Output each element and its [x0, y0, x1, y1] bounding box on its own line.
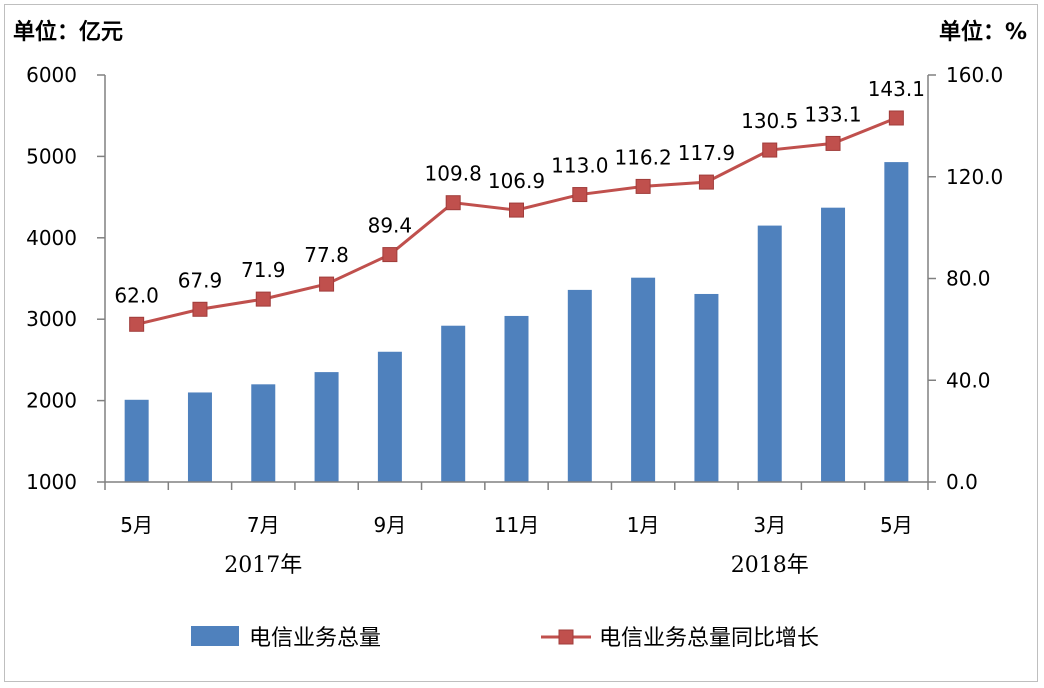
line-marker	[825, 135, 841, 151]
combo-chart: 单位：亿元 单位：% 1000 2000 3000 4000 5000 6000 0.0 40…	[13, 19, 1027, 651]
bar	[124, 399, 149, 482]
right-tick-label: 120.0	[946, 165, 1003, 189]
data-label: 143.1	[868, 77, 925, 101]
legend: 电信业务总量 电信业务总量同比增长	[191, 626, 819, 651]
data-label: 77.8	[304, 243, 349, 267]
legend-bar-label: 电信业务总量	[249, 626, 381, 651]
legend-line-marker	[558, 629, 574, 645]
right-tick-label: 160.0	[946, 63, 1003, 87]
x-tick-label: 5月	[120, 513, 153, 537]
line-marker	[698, 174, 714, 190]
x-tick-label: 7月	[247, 513, 280, 537]
bar	[694, 293, 719, 482]
data-label: 113.0	[551, 154, 608, 178]
x-tick-label: 1月	[627, 513, 660, 537]
line-marker	[192, 301, 208, 317]
legend-line-label: 电信业务总量同比增长	[599, 626, 819, 651]
line-marker	[319, 276, 335, 292]
left-axis-unit: 单位：亿元	[13, 19, 123, 45]
left-tick-label: 1000	[26, 470, 77, 494]
bar	[884, 162, 909, 482]
line-marker	[382, 247, 398, 263]
left-tick-label: 5000	[26, 144, 77, 168]
line-series	[129, 110, 904, 332]
line-marker	[888, 110, 904, 126]
data-label: 62.0	[114, 283, 159, 307]
year-label: 2018年	[731, 553, 809, 578]
data-label: 106.9	[488, 169, 545, 193]
line-marker	[572, 187, 588, 203]
chart-frame: 单位：亿元 单位：% 1000 2000 3000 4000 5000 6000 0.0 40…	[4, 4, 1038, 682]
line-marker	[445, 195, 461, 211]
data-label: 67.9	[178, 268, 223, 292]
x-tick-label: 11月	[494, 513, 539, 537]
bar	[821, 207, 846, 482]
data-label: 133.1	[804, 102, 861, 126]
line-marker	[129, 316, 145, 332]
x-tick-label: 9月	[374, 513, 407, 537]
left-tick-label: 4000	[26, 226, 77, 250]
data-label: 117.9	[678, 141, 735, 165]
axes: 1000 2000 3000 4000 5000 6000 0.0 40.0 80.0 120.0…	[26, 63, 1003, 578]
year-label: 2017年	[224, 553, 302, 578]
left-tick-label: 6000	[26, 63, 77, 87]
bar	[757, 225, 782, 482]
data-label: 109.8	[425, 162, 482, 186]
left-tick-label: 2000	[26, 389, 77, 413]
left-tick-label: 3000	[26, 307, 77, 331]
right-axis-unit: 单位：%	[939, 19, 1027, 45]
bar	[504, 315, 529, 482]
x-tick-label: 5月	[880, 513, 913, 537]
bar	[187, 392, 212, 482]
data-label: 89.4	[368, 214, 413, 238]
line-marker	[762, 142, 778, 158]
right-tick-label: 0.0	[946, 470, 978, 494]
right-tick-label: 40.0	[946, 368, 991, 392]
data-label: 71.9	[241, 258, 286, 282]
data-label: 130.5	[741, 109, 798, 133]
bar	[251, 384, 276, 482]
bar	[631, 277, 656, 482]
legend-bar-swatch	[191, 626, 239, 646]
x-tick-label: 3月	[753, 513, 786, 537]
growth-line	[136, 116, 897, 326]
bar	[377, 351, 402, 482]
bar	[567, 289, 592, 482]
bar	[314, 372, 339, 482]
data-label: 116.2	[614, 145, 671, 169]
line-marker	[255, 291, 271, 307]
bar-series	[124, 162, 909, 482]
bar	[441, 325, 466, 482]
line-marker	[635, 178, 651, 194]
right-tick-label: 80.0	[946, 267, 991, 291]
line-marker	[509, 202, 524, 218]
